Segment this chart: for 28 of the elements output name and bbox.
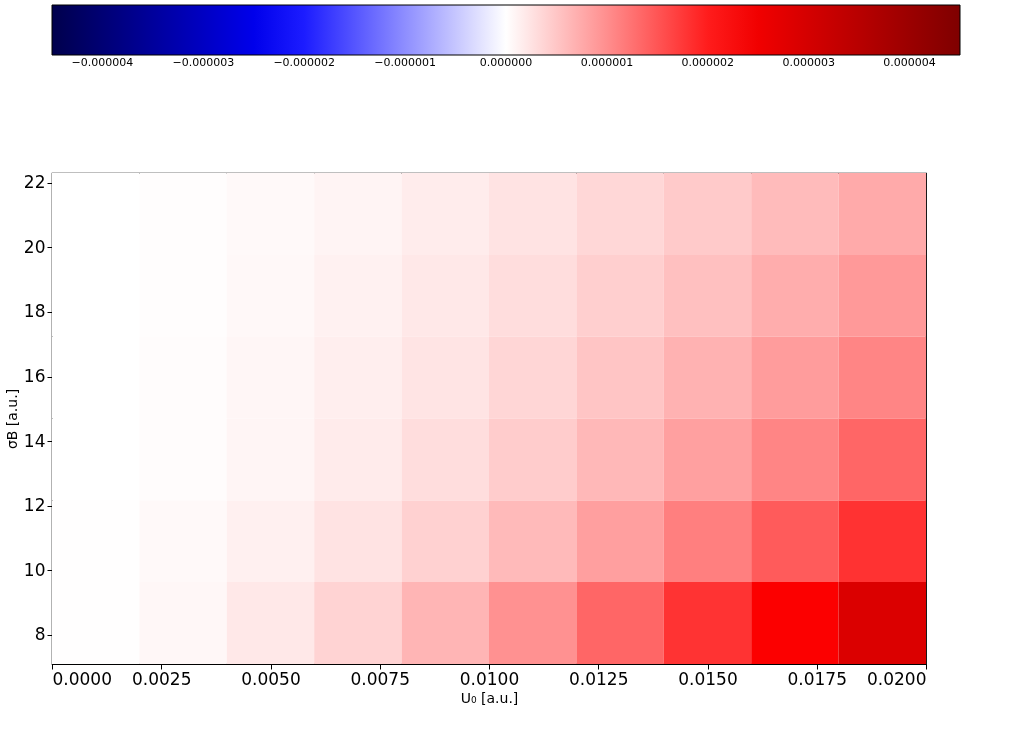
color-bar-label: 0.000001 xyxy=(580,56,634,69)
y-tick-label: 10 xyxy=(23,559,46,580)
x-tick-label: 0.0075 xyxy=(350,668,410,689)
color-bar-label: 0.000000 xyxy=(479,56,533,69)
x-tick-label: 0.0025 xyxy=(132,668,192,689)
x-axis-title: U₀ [a.u.] xyxy=(460,689,519,706)
x-tick-label: 0.0150 xyxy=(678,668,738,689)
x-tick-label: 0.0125 xyxy=(569,668,629,689)
x-tick-label: 0.0050 xyxy=(241,668,301,689)
color-bar-label: −0.000001 xyxy=(374,56,436,69)
color-bar-label: −0.000003 xyxy=(172,56,235,69)
y-tick-label: 18 xyxy=(23,301,46,322)
color-bar-label: 0.000004 xyxy=(883,56,936,69)
y-tick-label: 22 xyxy=(23,172,46,193)
y-tick-label: 16 xyxy=(23,366,46,387)
y-tick-label: 12 xyxy=(23,495,46,516)
y-tick-label: 8 xyxy=(34,624,46,645)
x-tick-label: 0.0200 xyxy=(867,668,927,689)
color-bar-label: −0.000004 xyxy=(71,56,134,69)
color-bar-label: 0.000002 xyxy=(681,56,735,69)
x-tick-label: 0.0100 xyxy=(459,668,520,689)
color-bar-label: −0.000002 xyxy=(273,56,336,69)
x-tick-label: 0.0000 xyxy=(52,668,112,689)
y-tick-label: 14 xyxy=(23,430,46,451)
x-tick-label: 0.0175 xyxy=(787,668,847,689)
y-axis-title: σB [a.u.] xyxy=(3,388,20,450)
color-bar-label: 0.000003 xyxy=(782,56,835,69)
y-tick-label: 20 xyxy=(23,236,46,257)
